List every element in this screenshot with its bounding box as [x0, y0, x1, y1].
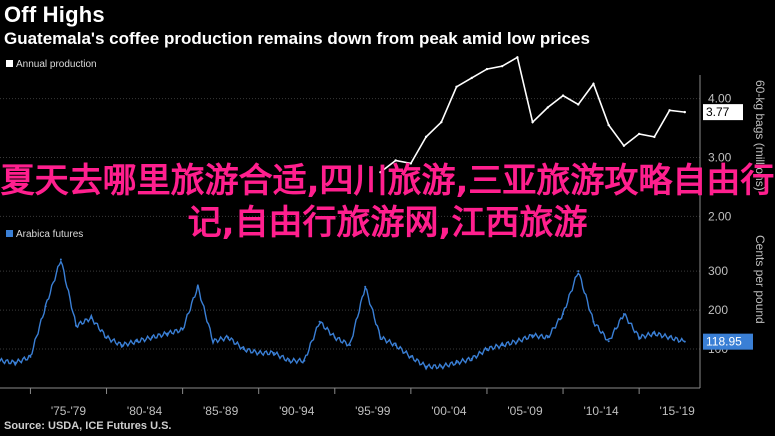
point-futures: [546, 336, 549, 339]
point-futures: [501, 344, 504, 347]
last-value-label-production: 3.77: [706, 105, 730, 119]
point-production: [379, 171, 382, 174]
point-futures: [318, 320, 321, 323]
point-production: [607, 123, 610, 127]
y-axis-title-production: 60-kg bags (millions): [753, 80, 767, 191]
point-futures: [364, 285, 367, 288]
point-futures: [638, 336, 641, 339]
point-production: [577, 103, 580, 106]
chart-source: Source: USDA, ICE Futures U.S.: [4, 420, 172, 432]
point-production: [668, 109, 671, 112]
point-futures: [349, 344, 351, 347]
x-tick-label: '75-'79: [51, 404, 87, 418]
point-futures: [227, 336, 230, 339]
point-futures: [212, 340, 215, 343]
point-futures: [653, 332, 656, 335]
point-production: [592, 82, 595, 86]
point-production: [683, 110, 686, 114]
y-tick-label-production: 2.00: [708, 209, 732, 223]
last-value-badge-futures: [703, 333, 753, 350]
point-futures: [90, 316, 93, 319]
chart-subtitle: Guatemala's coffee production remains do…: [4, 29, 590, 48]
x-tick-label: '10-'14: [583, 404, 619, 418]
point-production: [561, 94, 565, 97]
point-futures: [333, 336, 336, 339]
point-production: [455, 85, 458, 88]
point-futures: [181, 328, 184, 331]
x-tick-label: '80-'84: [127, 404, 163, 418]
y-tick-label-futures: 300: [708, 264, 728, 278]
point-production: [653, 135, 656, 139]
y-axis-title-futures: Cents per pound: [753, 235, 767, 324]
x-tick-label: '15-'19: [660, 404, 696, 418]
point-futures: [44, 305, 47, 308]
legend-swatch-futures: [6, 230, 13, 237]
legend-swatch-production: [6, 60, 13, 67]
point-futures: [683, 340, 686, 343]
point-futures: [470, 357, 473, 360]
point-futures: [303, 359, 306, 362]
y-tick-label-production: 3.00: [708, 151, 732, 165]
point-futures: [440, 365, 443, 368]
point-futures: [409, 355, 412, 358]
chart-title: Off Highs: [4, 2, 105, 27]
point-futures: [485, 348, 488, 351]
point-futures: [592, 320, 595, 323]
point-futures: [166, 332, 169, 335]
point-futures: [516, 340, 519, 343]
point-futures: [0, 359, 1, 362]
point-futures: [120, 344, 123, 347]
x-tick-label: '95-'99: [355, 404, 391, 418]
point-futures: [531, 334, 534, 337]
point-futures: [394, 344, 397, 347]
point-futures: [196, 285, 199, 288]
series-production-line: [379, 56, 685, 173]
point-futures: [135, 340, 138, 343]
point-production: [622, 144, 626, 147]
point-futures: [257, 351, 260, 354]
point-futures: [288, 359, 291, 362]
point-production: [394, 159, 397, 162]
x-tick-label: '90-'94: [279, 404, 315, 418]
point-futures: [425, 365, 428, 368]
point-futures: [272, 351, 275, 354]
x-tick-label: '05-'09: [507, 404, 543, 418]
point-futures: [105, 336, 108, 339]
point-futures: [622, 313, 625, 315]
point-futures: [562, 313, 565, 315]
x-tick-label: '00-'04: [431, 404, 467, 418]
series-futures-line: [0, 259, 686, 371]
point-futures: [577, 270, 580, 273]
point-futures: [607, 340, 610, 343]
point-production: [500, 64, 504, 68]
point-production: [440, 120, 443, 124]
point-futures: [455, 361, 458, 364]
point-production: [424, 135, 428, 139]
point-production: [546, 106, 550, 109]
point-futures: [29, 355, 32, 358]
point-production: [516, 56, 519, 59]
point-futures: [668, 336, 671, 339]
point-production: [637, 132, 641, 136]
y-tick-label-futures: 200: [708, 303, 728, 317]
last-value-label-futures: 118.95: [706, 335, 742, 349]
point-production: [470, 76, 473, 80]
point-production: [409, 162, 413, 165]
point-futures: [14, 361, 17, 364]
point-futures: [379, 336, 382, 339]
point-futures: [75, 324, 78, 327]
point-futures: [59, 258, 62, 261]
y-tick-label-production: 4.00: [708, 92, 732, 106]
point-futures: [151, 336, 154, 339]
last-value-badge-production: [703, 104, 743, 121]
point-production: [485, 67, 489, 71]
x-tick-label: '85-'89: [203, 404, 239, 418]
point-production: [531, 120, 534, 124]
legend-label-production: Annual production: [16, 59, 97, 70]
point-futures: [242, 348, 245, 351]
legend-label-futures: Arabica futures: [16, 229, 83, 240]
